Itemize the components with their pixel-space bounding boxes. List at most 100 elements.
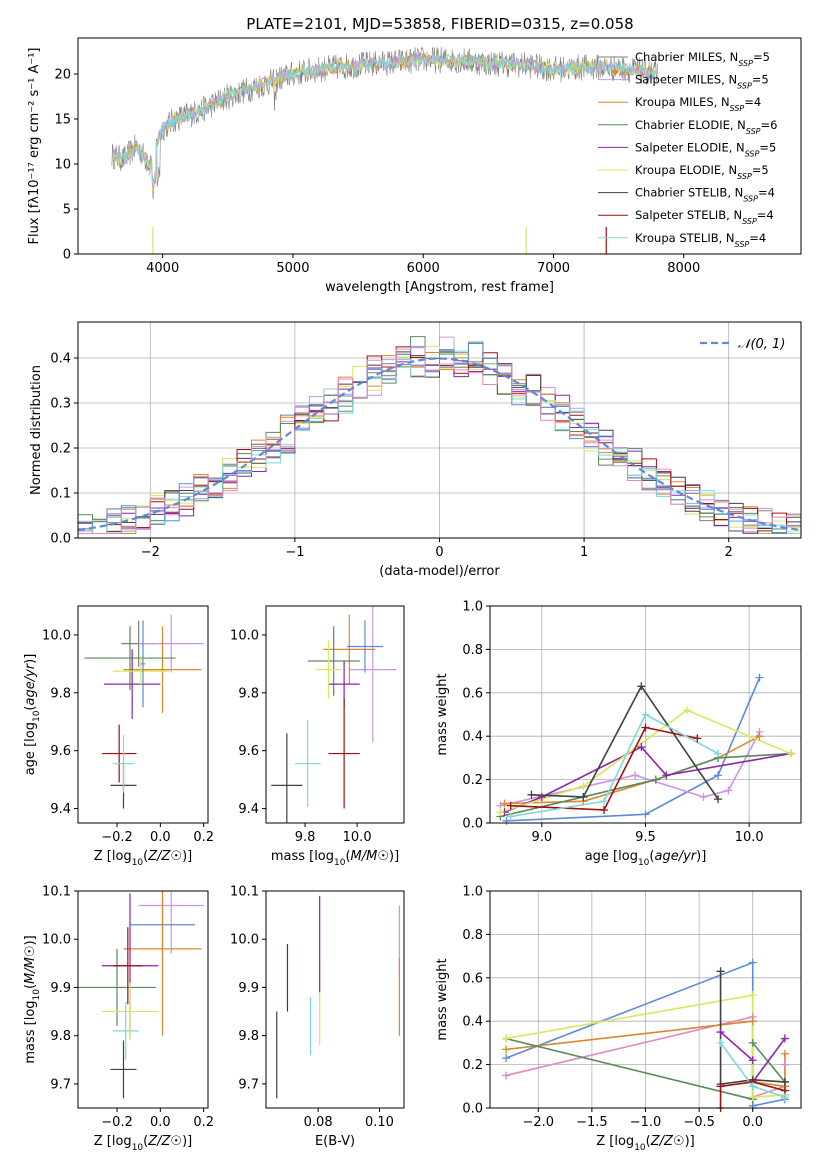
weight-marker (502, 1054, 511, 1063)
panel-age-vs-Z: −0.2 0.0 0.2 9.4 9.6 9.8 10.0 Z [log10(Z/Z☉)] ag… (23, 605, 214, 868)
y-tick-label: 9.9 (238, 981, 259, 996)
axes-frame (77, 605, 209, 824)
weight-marker (780, 1034, 789, 1043)
legend-entry: Salpeter STELIB, NSSP=4 (635, 208, 774, 226)
weight-marker (506, 801, 515, 810)
x-axis-label: Z [log10(Z/Z☉)] (94, 849, 192, 868)
errorbar-point (112, 1001, 139, 1060)
weight-marker (502, 1034, 511, 1043)
y-tick-label: 0.6 (462, 686, 483, 701)
y-tick-label: 10 (54, 158, 71, 173)
panel-spectrum: Chabrier MILES, NSSP=5 Salpeter MILES, NS… (27, 37, 802, 295)
errorbar-point (294, 720, 321, 808)
weight-marker (780, 1093, 789, 1102)
legend-entry: Kroupa MILES, NSSP=4 (635, 95, 761, 113)
errorbar-point (112, 656, 169, 686)
errorbar-point (323, 614, 376, 685)
x-tick-label: 5000 (276, 261, 309, 276)
x-tick-label: −2.0 (522, 1115, 554, 1130)
x-tick-label: 6000 (407, 261, 440, 276)
x-tick-label: 9.0 (531, 830, 552, 845)
weight-marker (637, 743, 646, 752)
weight-marker (748, 958, 757, 967)
errorbar-point (112, 734, 135, 793)
weight-marker (500, 799, 509, 808)
weight-marker (748, 1082, 757, 1091)
weight-marker (682, 706, 691, 715)
weight-marker (755, 732, 764, 741)
y-axis-label: mass [log10(M/M☉)] (23, 935, 42, 1063)
weight-marker (724, 786, 733, 795)
plot-area (78, 891, 204, 1099)
weight-marker (748, 991, 757, 1000)
figure-title: PLATE=2101, MJD=53858, FIBERID=0315, z=0… (246, 15, 633, 33)
y-tick-label: 0.2 (462, 1058, 483, 1073)
weight-marker (631, 771, 640, 780)
weight-marker (527, 790, 536, 799)
weight-line (531, 684, 719, 800)
y-tick-label: 9.8 (238, 686, 259, 701)
y-tick-label: 9.9 (50, 981, 71, 996)
y-axis-label: Flux [fλ10⁻¹⁷ erg cm⁻² s⁻¹ A⁻¹] (27, 48, 42, 245)
y-tick-label: 0.8 (462, 928, 483, 943)
weight-marker (579, 792, 588, 801)
y-tick-label: 0.2 (462, 773, 483, 788)
weight-marker (755, 673, 764, 682)
plot-area (78, 336, 801, 534)
panel-weight-vs-Z: −2.0 −1.5 −1.0 −0.5 0.0 0.0 0.2 0.4 0.6 0.8 1.0 Z [… (435, 885, 802, 1153)
plot-area (84, 614, 204, 809)
x-tick-label: 0 (435, 545, 443, 560)
y-tick-label: 0.6 (462, 971, 483, 986)
y-tick-label: 9.6 (238, 744, 259, 759)
y-tick-label: 0.4 (50, 352, 71, 367)
x-tick-label: 0.08 (304, 1115, 333, 1130)
x-tick-label: 9.5 (635, 830, 656, 845)
legend-entry: Salpeter MILES, NSSP=5 (635, 73, 769, 91)
legend-entry: Chabrier STELIB, NSSP=4 (635, 186, 775, 204)
y-axis-label: mass weight (435, 673, 450, 755)
y-tick-label: 0.3 (50, 397, 71, 412)
errorbar-point (315, 640, 342, 699)
y-tick-label: 9.8 (50, 1029, 71, 1044)
weight-marker (714, 795, 723, 804)
x-tick-label: 10.0 (343, 830, 372, 845)
weight-marker (780, 1049, 789, 1058)
x-tick-label: −0.2 (101, 830, 133, 845)
y-tick-label: 0.4 (462, 1015, 483, 1030)
x-axis-label: wavelength [Angstrom, rest frame] (325, 280, 554, 295)
axes-frame (265, 890, 405, 1109)
weight-marker (506, 812, 515, 821)
weight-marker (537, 792, 546, 801)
x-axis-label: Z [log10(Z/Z☉)] (596, 1134, 694, 1153)
x-tick-label: 8000 (667, 261, 700, 276)
legend: Chabrier MILES, NSSP=5 Salpeter MILES, NS… (598, 50, 777, 248)
errorbar-point (123, 891, 202, 1036)
weight-marker (714, 771, 723, 780)
weight-marker (641, 810, 650, 819)
y-tick-label: 9.8 (50, 686, 71, 701)
weight-line (510, 713, 719, 818)
legend-entry: Salpeter ELODIE, NSSP=5 (635, 140, 776, 158)
y-axis-label: age [log10(age/yr)] (23, 654, 42, 776)
y-tick-label: 20 (54, 68, 71, 83)
weight-marker (651, 775, 660, 784)
x-axis-label: Z [log10(Z/Z☉)] (94, 1134, 192, 1153)
errorbar-point (78, 948, 156, 1027)
weight-marker (699, 792, 708, 801)
y-axis-label: Normed distribution (29, 365, 44, 495)
errorbar-point (140, 620, 146, 708)
panel-mass-vs-Z: −0.2 0.0 0.2 9.7 9.8 9.9 10.0 10.1 Z [log10(Z/Z☉… (23, 885, 214, 1154)
errorbar-point (104, 649, 161, 719)
x-tick-label: 1 (580, 545, 588, 560)
y-tick-label: 9.4 (50, 802, 71, 817)
y-tick-label: 10.1 (42, 885, 71, 900)
y-tick-label: 1.0 (462, 885, 483, 900)
errorbar-point (271, 733, 303, 823)
y-tick-label: 0.0 (462, 1102, 483, 1117)
weight-line (510, 726, 698, 811)
weight-line (506, 677, 761, 822)
axes-frame (77, 37, 802, 255)
y-tick-label: 0.0 (462, 817, 483, 832)
weight-marker (579, 782, 588, 791)
x-tick-label: −2 (141, 545, 160, 560)
